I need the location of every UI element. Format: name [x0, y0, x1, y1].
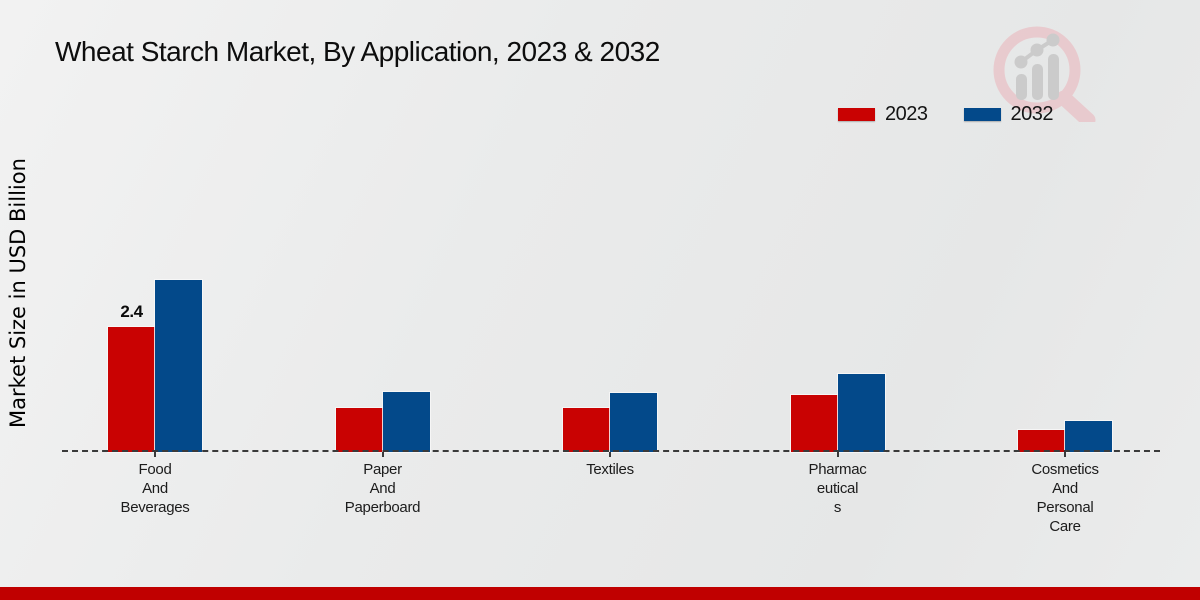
x-axis-tick-paper-and-paperboard — [381, 452, 384, 457]
bar-2023-textiles — [563, 408, 610, 452]
bar-2023-food-and-beverages — [108, 327, 155, 452]
legend-swatch-2032 — [963, 108, 1001, 121]
bar-2023-pharmaceuticals — [790, 395, 838, 452]
bar-2023-paper-and-paperboard — [335, 408, 383, 452]
category-label-textiles: Textiles — [586, 461, 634, 478]
category-label-food-and-beverages: Food And Beverages — [120, 461, 190, 516]
footer-accent-bar — [0, 587, 1200, 600]
bar-2032-paper-and-paperboard — [382, 392, 430, 452]
bar-2023-cosmetics-and-personal-care — [1018, 430, 1065, 452]
legend-label-2023: 2023 — [885, 103, 928, 125]
x-axis-tick-textiles — [609, 452, 611, 457]
legend-item-2023: 2023 — [838, 103, 928, 126]
x-axis-tick-cosmetics-and-personal-care — [1064, 452, 1066, 457]
bar-2032-pharmaceuticals — [837, 374, 885, 452]
bar-2032-cosmetics-and-personal-care — [1065, 421, 1112, 452]
x-axis-tick-pharmaceuticals — [836, 452, 839, 457]
x-axis-tick-food-and-beverages — [154, 452, 156, 457]
legend-label-2032: 2032 — [1010, 103, 1054, 125]
magnifier-growth-chart-logo-icon — [993, 26, 1096, 122]
category-label-pharmaceuticals: Pharmac eutical s — [808, 461, 867, 516]
category-label-cosmetics-and-personal-care: Cosmetics And Personal Care — [1031, 461, 1099, 535]
legend-swatch-2023 — [838, 108, 875, 121]
chart-title: Wheat Starch Market, By Application, 202… — [55, 36, 660, 67]
legend: 2023 2032 — [838, 103, 1089, 126]
legend-item-2032: 2032 — [963, 103, 1054, 126]
x-axis-baseline — [62, 450, 1160, 452]
category-label-paper-and-paperboard: Paper And Paperboard — [344, 461, 421, 516]
bar-2032-textiles — [610, 393, 657, 452]
bar-value-label-2.4: 2.4 — [120, 302, 143, 321]
bar-2032-food-and-beverages — [155, 280, 202, 452]
